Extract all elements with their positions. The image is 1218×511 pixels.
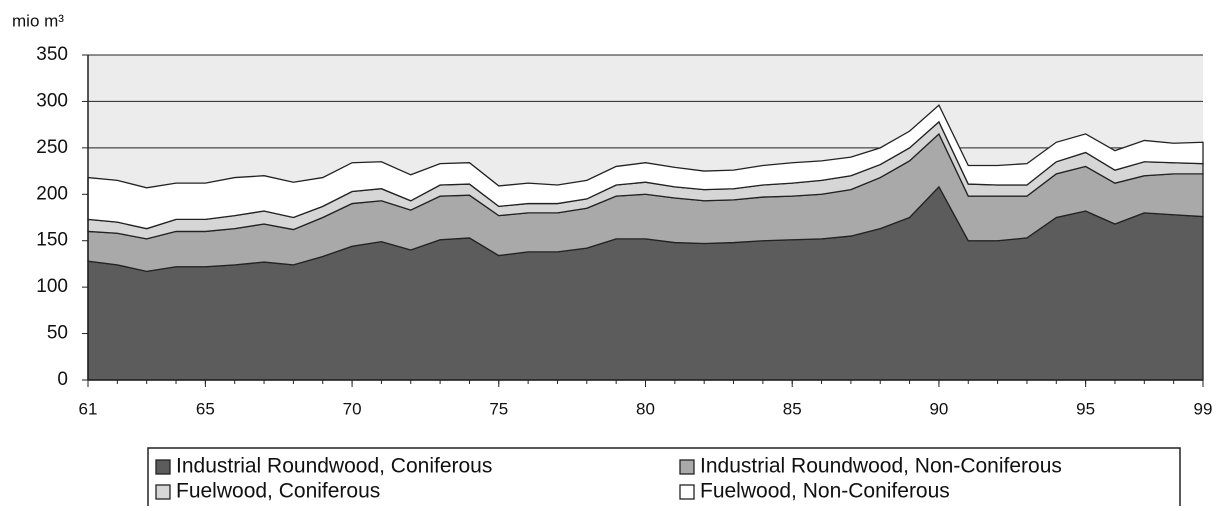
x-tick-label: 85 — [783, 399, 802, 418]
x-tick-label: 80 — [636, 399, 655, 418]
y-tick-label: 100 — [36, 276, 68, 297]
y-tick-label: 250 — [36, 137, 68, 158]
legend-label: Fuelwood, Non-Coniferous — [700, 480, 950, 503]
x-tick-label: 61 — [79, 399, 98, 418]
legend-swatch — [155, 459, 171, 475]
legend-swatch — [155, 484, 171, 500]
x-tick-label: 70 — [343, 399, 362, 418]
y-tick-label: 50 — [47, 323, 68, 344]
legend-box — [147, 447, 1181, 509]
area — [87, 104, 1204, 230]
legend-swatch — [679, 459, 695, 475]
x-tick-label: 75 — [489, 399, 508, 418]
y-tick-label: 300 — [36, 90, 68, 111]
legend-label: Industrial Roundwood, Non-Coniferous — [700, 455, 1062, 478]
y-tick-label: 0 — [57, 369, 68, 390]
legend-swatch — [679, 484, 695, 500]
y-tick-label: 200 — [36, 183, 68, 204]
y-tick-label: 150 — [36, 230, 68, 251]
legend-label: Fuelwood, Coniferous — [176, 480, 380, 503]
y-tick-label: 350 — [36, 44, 68, 65]
x-tick-label: 90 — [929, 399, 948, 418]
x-tick-label: 65 — [196, 399, 215, 418]
x-tick-label: 99 — [1194, 399, 1213, 418]
x-tick-label: 95 — [1076, 399, 1095, 418]
y-axis-label: mio m³ — [12, 11, 64, 30]
legend-label: Industrial Roundwood, Coniferous — [176, 455, 492, 478]
